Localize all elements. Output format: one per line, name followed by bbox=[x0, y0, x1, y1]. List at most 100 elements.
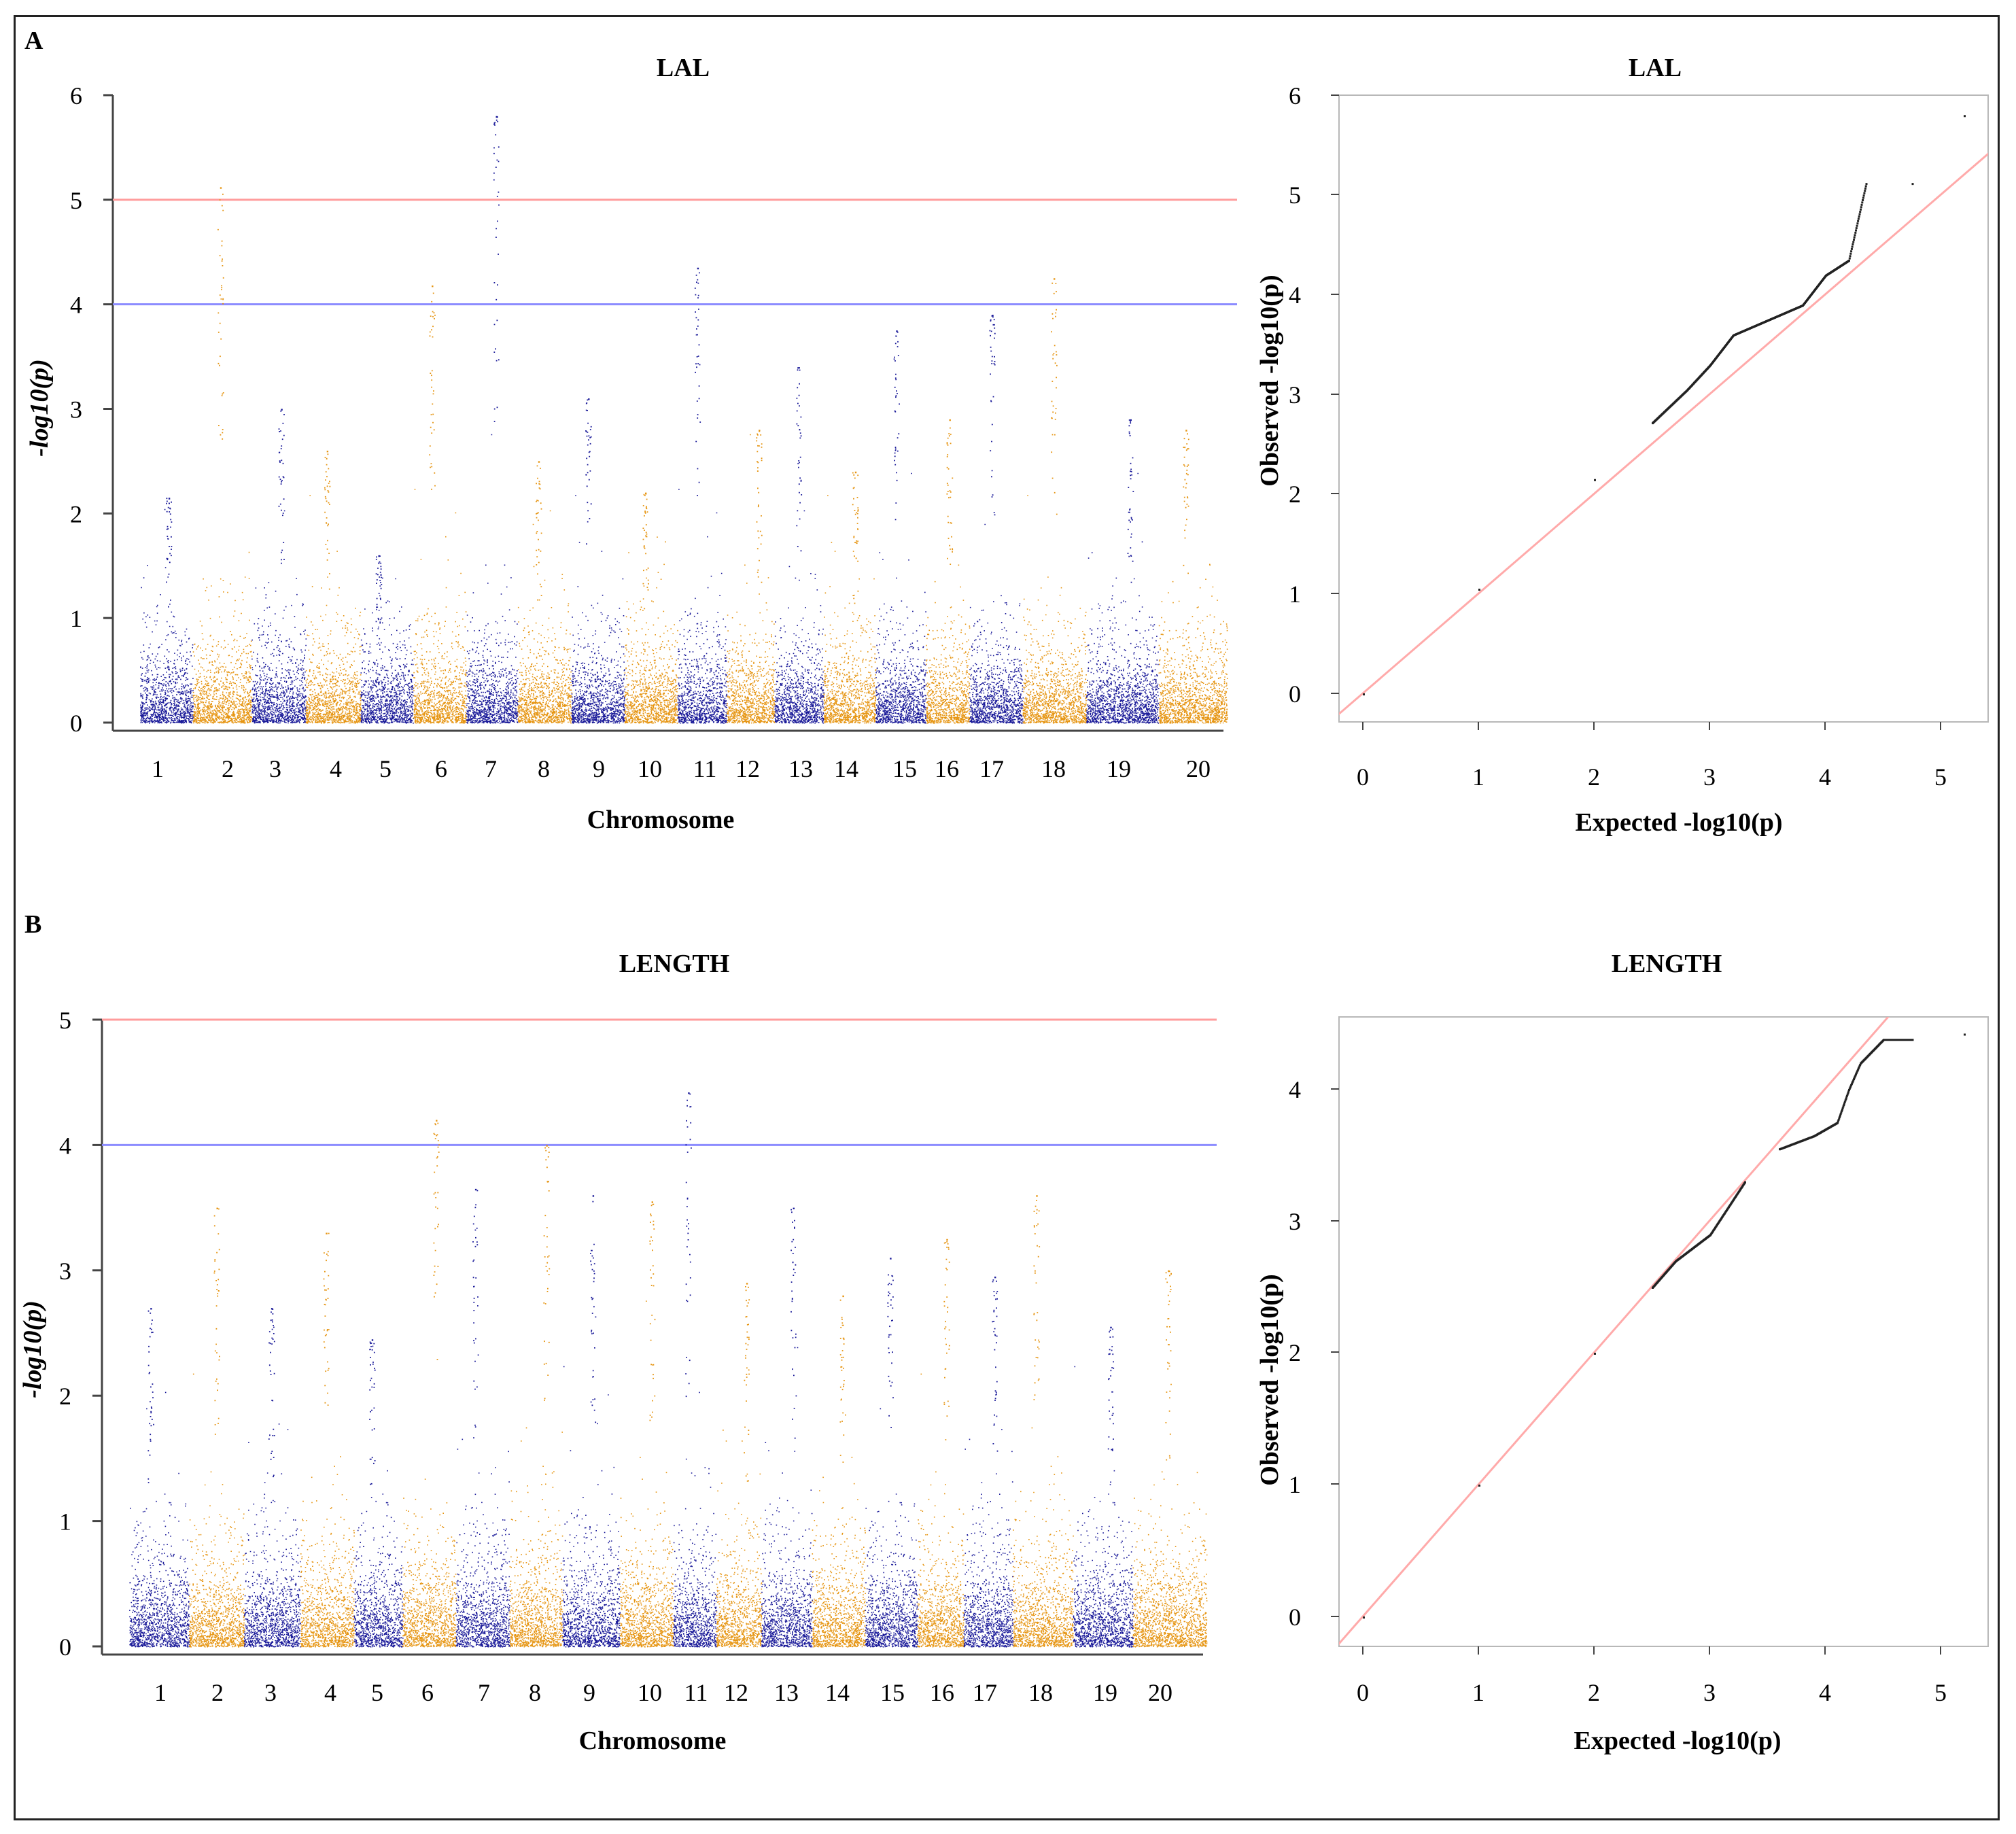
chromosome-17-points bbox=[963, 1277, 1014, 1648]
chromosome-16-points bbox=[917, 1239, 965, 1648]
chromosome-9-points bbox=[562, 1195, 621, 1648]
qq-plot-frame bbox=[1338, 94, 1989, 723]
y-tick-label: 0 bbox=[70, 710, 82, 737]
chromosome-tick-label: 18 bbox=[1028, 1679, 1053, 1706]
chromosome-3-points bbox=[244, 1308, 302, 1648]
chromosome-tick-label: 9 bbox=[593, 755, 605, 782]
chromosome-tick-label: 10 bbox=[638, 755, 662, 782]
y-tick-label: 5 bbox=[59, 1007, 71, 1034]
chromosome-tick-label: 17 bbox=[979, 755, 1004, 782]
x-tick-label: 5 bbox=[1934, 1679, 1947, 1706]
y-tick-label: 1 bbox=[1289, 1471, 1301, 1498]
x-tick-label: 1 bbox=[1472, 763, 1484, 791]
x-tick-label: 4 bbox=[1819, 763, 1831, 791]
y-tick-label: 1 bbox=[59, 1508, 71, 1536]
y-tick-label: 0 bbox=[1289, 1604, 1301, 1631]
chromosome-19-points bbox=[1086, 419, 1160, 724]
y-tick-label: 3 bbox=[1289, 1208, 1301, 1235]
chromosome-18-points bbox=[1013, 1195, 1074, 1648]
x-tick-label: 3 bbox=[1703, 763, 1716, 791]
qq-reference-diagonal bbox=[1339, 1017, 1890, 1646]
chromosome-tick-label: 16 bbox=[930, 1679, 954, 1706]
qq-observed-points bbox=[1363, 1033, 1966, 1619]
chromosome-5-points bbox=[360, 555, 415, 724]
y-tick-label: 4 bbox=[59, 1132, 71, 1159]
chromosome-14-points bbox=[823, 471, 877, 724]
chromosome-15-points bbox=[875, 330, 927, 724]
x-tick-label: 5 bbox=[1934, 763, 1947, 791]
chromosome-tick-label: 2 bbox=[222, 755, 234, 782]
chromosome-tick-label: 3 bbox=[264, 1679, 277, 1706]
qq-reference-diagonal bbox=[1339, 152, 1988, 716]
chromosome-tick-label: 20 bbox=[1186, 755, 1211, 782]
x-tick-label: 4 bbox=[1819, 1679, 1831, 1706]
y-tick-label: 6 bbox=[70, 82, 82, 109]
y-tick-label: 6 bbox=[1289, 82, 1301, 109]
chromosome-tick-label: 13 bbox=[788, 755, 813, 782]
chromosome-5-points bbox=[353, 1339, 404, 1648]
x-tick-label: 2 bbox=[1588, 763, 1600, 791]
y-tick-label: 2 bbox=[59, 1383, 71, 1410]
chromosome-tick-label: 14 bbox=[834, 755, 858, 782]
chromosome-tick-label: 11 bbox=[684, 1679, 708, 1706]
chromosome-1-points bbox=[140, 498, 194, 724]
y-tick-label: 4 bbox=[70, 292, 82, 319]
y-tick-label: 3 bbox=[1289, 381, 1301, 409]
x-tick-label: 1 bbox=[1472, 1679, 1484, 1706]
ylabel-b-qq: Observed -log10(p) bbox=[1255, 1274, 1284, 1485]
y-tick-label: 0 bbox=[1289, 680, 1301, 708]
chromosome-7-points bbox=[455, 1188, 511, 1648]
x-tick-label: 2 bbox=[1588, 1679, 1600, 1706]
y-tick-label: 4 bbox=[1289, 1076, 1301, 1103]
ylabel-a-manhattan: -log10(p) bbox=[25, 359, 54, 457]
y-tick-label: 2 bbox=[1289, 481, 1301, 508]
x-tick-label: 0 bbox=[1357, 1679, 1369, 1706]
chromosome-6-points bbox=[402, 1120, 457, 1648]
title-b-qq: LENGTH bbox=[1612, 950, 1722, 978]
chromosome-tick-label: 11 bbox=[693, 755, 717, 782]
ylabel-b-manhattan: -log10(p) bbox=[18, 1300, 47, 1398]
chromosome-tick-label: 13 bbox=[774, 1679, 799, 1706]
chromosome-tick-label: 4 bbox=[324, 1679, 336, 1706]
chromosome-11-points bbox=[677, 267, 728, 724]
y-tick-label: 3 bbox=[59, 1258, 71, 1285]
chromosome-tick-label: 20 bbox=[1148, 1679, 1172, 1706]
y-tick-label: 5 bbox=[1289, 181, 1301, 209]
chromosome-tick-label: 19 bbox=[1093, 1679, 1117, 1706]
chromosome-tick-label: 2 bbox=[211, 1679, 224, 1706]
chromosome-16-points bbox=[926, 419, 971, 724]
chromosome-tick-label: 16 bbox=[935, 755, 959, 782]
chromosome-20-points bbox=[1132, 1270, 1208, 1648]
chromosome-19-points bbox=[1073, 1326, 1134, 1648]
chromosome-tick-label: 6 bbox=[435, 755, 447, 782]
chromosome-tick-label: 5 bbox=[379, 755, 392, 782]
chromosome-4-points bbox=[305, 451, 362, 724]
y-tick-label: 2 bbox=[70, 500, 82, 527]
y-tick-label: 2 bbox=[1289, 1339, 1301, 1366]
chromosome-tick-label: 10 bbox=[638, 1679, 662, 1706]
chromosome-tick-label: 1 bbox=[152, 755, 164, 782]
ylabel-a-qq: Observed -log10(p) bbox=[1255, 275, 1284, 486]
chromosome-10-points bbox=[624, 492, 678, 724]
chromosome-17-points bbox=[969, 315, 1024, 724]
chromosome-18-points bbox=[1022, 278, 1088, 724]
chromosome-tick-label: 3 bbox=[269, 755, 281, 782]
chromosome-2-points bbox=[189, 1207, 245, 1648]
chromosome-tick-label: 19 bbox=[1107, 755, 1131, 782]
chromosome-12-points bbox=[716, 1283, 763, 1648]
chromosome-12-points bbox=[726, 430, 776, 724]
chromosome-tick-label: 1 bbox=[154, 1679, 167, 1706]
chromosome-13-points bbox=[774, 367, 825, 724]
chromosome-tick-label: 12 bbox=[735, 755, 760, 782]
chromosome-8-points bbox=[517, 461, 573, 724]
y-tick-label: 1 bbox=[1289, 581, 1301, 608]
chromosome-tick-label: 15 bbox=[892, 755, 917, 782]
x-tick-label: 3 bbox=[1703, 1679, 1716, 1706]
chromosome-tick-label: 8 bbox=[538, 755, 550, 782]
qq-plot-frame bbox=[1338, 1016, 1989, 1647]
xlabel-a-qq: Expected -log10(p) bbox=[1575, 808, 1782, 837]
